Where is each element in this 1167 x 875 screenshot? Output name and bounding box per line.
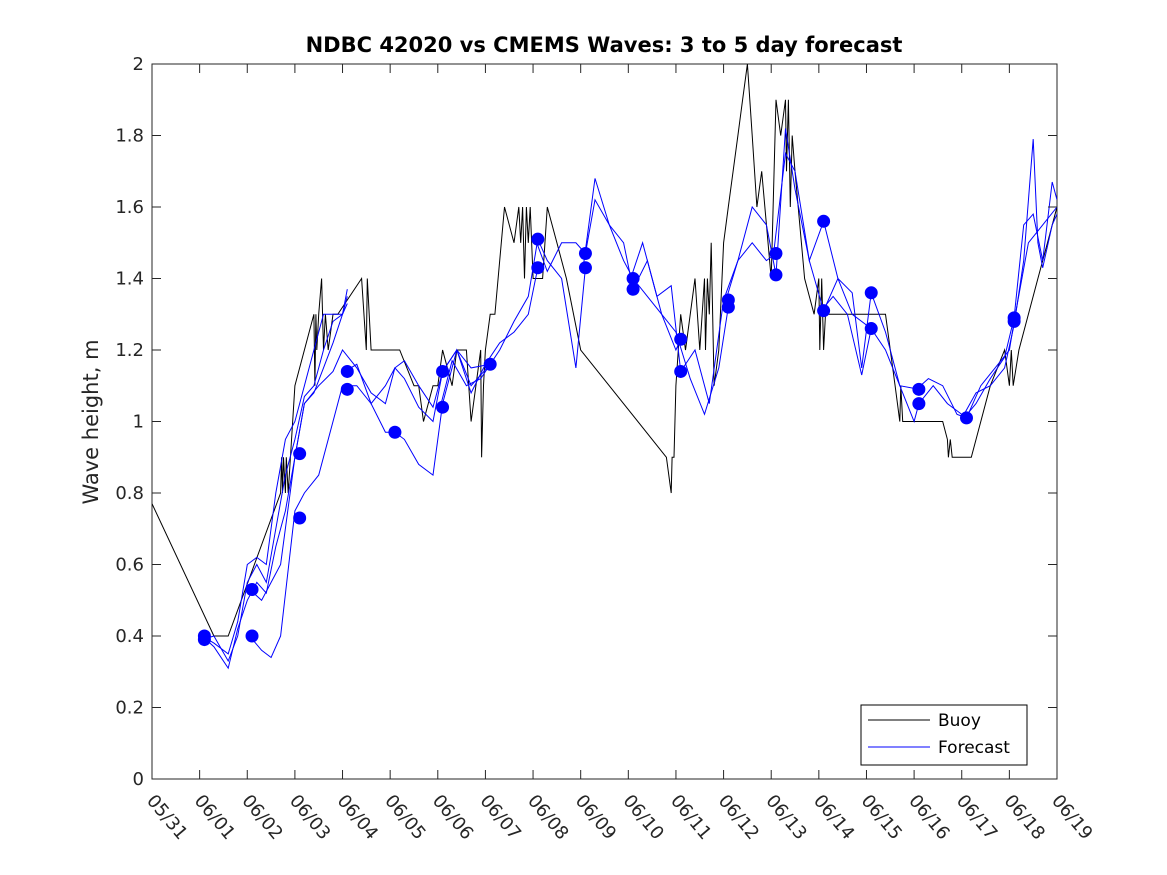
chart-title: NDBC 42020 vs CMEMS Waves: 3 to 5 day fo… bbox=[306, 33, 903, 57]
forecast-point bbox=[817, 214, 831, 228]
y-tick-label: 0 bbox=[133, 769, 144, 790]
forecast-point bbox=[674, 364, 688, 378]
forecast-point bbox=[1007, 314, 1021, 328]
forecast-line bbox=[344, 267, 539, 423]
y-tick-label: 1.6 bbox=[115, 197, 144, 218]
forecast-line bbox=[630, 241, 777, 404]
forecast-point bbox=[578, 261, 592, 275]
forecast-point bbox=[769, 246, 783, 260]
forecast-line bbox=[916, 206, 1057, 419]
forecast-point bbox=[483, 357, 497, 371]
forecast-point bbox=[864, 286, 878, 300]
forecast-line bbox=[963, 181, 1057, 419]
y-tick-label: 0.2 bbox=[115, 698, 144, 719]
forecast-line bbox=[201, 289, 348, 655]
forecast-line bbox=[773, 151, 919, 390]
y-tick-label: 1.2 bbox=[115, 340, 144, 361]
forecast-point bbox=[817, 304, 831, 318]
y-tick-label: 1.4 bbox=[115, 269, 144, 290]
legend-label-buoy: Buoy bbox=[938, 711, 981, 731]
forecast-point bbox=[626, 272, 640, 285]
buoy-line bbox=[152, 64, 1057, 637]
y-tick-label: 2 bbox=[133, 54, 144, 75]
forecast-point bbox=[245, 583, 259, 597]
forecast-line bbox=[963, 139, 1057, 415]
forecast-point bbox=[674, 332, 688, 346]
legend-box bbox=[860, 704, 1028, 766]
forecast-point bbox=[912, 382, 926, 396]
forecast-point bbox=[197, 633, 211, 647]
forecast-point bbox=[578, 246, 592, 260]
legend-label-forecast: Forecast bbox=[938, 738, 1010, 758]
forecast-point bbox=[436, 400, 450, 414]
y-tick-label: 0.6 bbox=[115, 555, 144, 576]
forecast-line bbox=[820, 295, 967, 424]
plot-area bbox=[151, 63, 1058, 780]
forecast-line bbox=[725, 128, 872, 329]
forecast-point bbox=[531, 261, 545, 275]
forecast-point bbox=[721, 300, 735, 314]
forecast-point bbox=[293, 447, 307, 461]
forecast-point bbox=[340, 364, 354, 378]
forecast-line bbox=[439, 237, 586, 408]
forecast-point bbox=[864, 322, 878, 336]
forecast-point bbox=[960, 411, 973, 425]
y-tick-label: 1.8 bbox=[115, 126, 144, 147]
y-tick-label: 0.4 bbox=[115, 626, 144, 647]
forecast-line bbox=[249, 348, 491, 659]
plot-series bbox=[152, 64, 1057, 670]
forecast-point bbox=[436, 364, 450, 378]
forecast-line bbox=[201, 296, 348, 670]
forecast-point bbox=[626, 282, 640, 296]
y-axis: 0 0.2 0.4 0.6 0.8 1 1.2 1.4 1.6 1.8 2 bbox=[115, 54, 1057, 790]
legend: Buoy Forecast bbox=[860, 704, 1028, 766]
forecast-point bbox=[388, 425, 402, 439]
forecast-point bbox=[531, 232, 545, 246]
y-tick-label: 1 bbox=[133, 412, 144, 433]
y-tick-label: 0.8 bbox=[115, 483, 144, 504]
y-axis-label: Wave height, m bbox=[79, 339, 103, 504]
forecast-point bbox=[912, 397, 926, 411]
forecast-point bbox=[340, 382, 354, 396]
forecast-point bbox=[245, 629, 259, 643]
forecast-point bbox=[293, 511, 307, 525]
forecast-point bbox=[769, 268, 783, 282]
